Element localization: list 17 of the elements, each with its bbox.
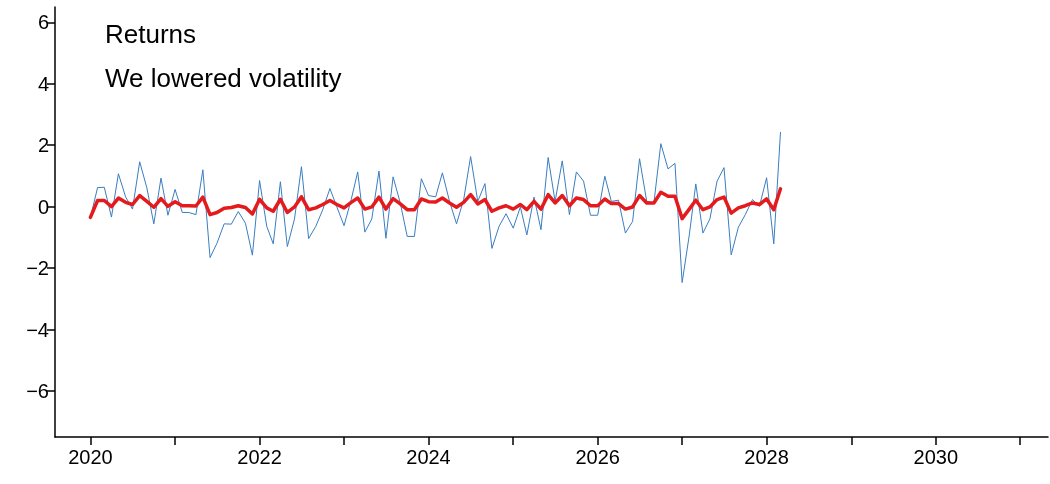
y-tick-label: −6 [26, 379, 49, 402]
line-series [88, 187, 783, 221]
y-tick-label: −2 [26, 257, 49, 280]
y-tick-label: 6 [37, 11, 49, 34]
line-series [89, 131, 781, 284]
x-tick-label: 2022 [237, 446, 282, 468]
text: Returns [105, 19, 197, 49]
x-tick-label: 2020 [68, 446, 113, 468]
x-tick-label: 2026 [575, 446, 620, 468]
x-tick-label: 2030 [913, 446, 959, 468]
y-tick-label: 4 [37, 72, 49, 95]
x-tick-label: 2024 [406, 446, 451, 468]
text: We lowered volatility [105, 63, 342, 93]
y-tick-label: 0 [37, 195, 49, 218]
y-tick-label: −4 [26, 318, 49, 341]
y-tick-label: 2 [37, 134, 49, 157]
x-tick-label: 2028 [744, 446, 789, 468]
